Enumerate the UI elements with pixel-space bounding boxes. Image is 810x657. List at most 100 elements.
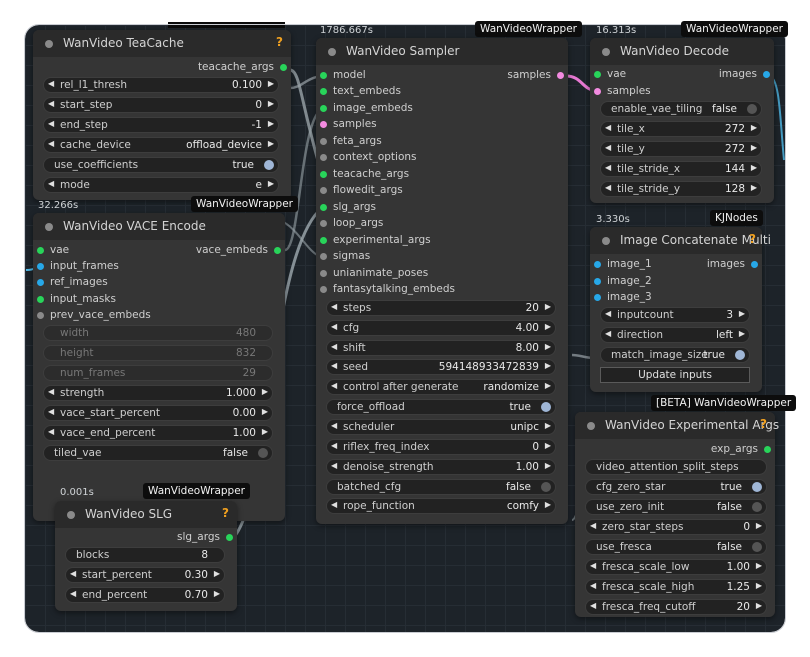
increment-icon[interactable]: ▶	[267, 79, 274, 88]
input-slot-feta-args[interactable]: feta_args	[316, 134, 568, 150]
decrement-icon[interactable]: ◀	[48, 119, 55, 128]
input-slot-icon[interactable]	[594, 71, 601, 78]
experimental-args-node[interactable]: WanVideo Experimental Args ? exp_args vi…	[575, 412, 779, 617]
decrement-icon[interactable]: ◀	[48, 427, 55, 436]
output-slot-icon[interactable]	[557, 72, 564, 79]
output-slot-icon[interactable]	[751, 261, 758, 268]
input-slot-icon[interactable]	[320, 72, 327, 79]
node-header[interactable]: WanVideo SLG ?	[55, 501, 237, 528]
input-slot-experimental-args[interactable]: experimental_args	[316, 233, 568, 249]
end-step-widget[interactable]: ◀ end_step -1 ▶	[43, 117, 279, 133]
input-slot-slg-args[interactable]: slg_args	[316, 200, 568, 216]
input-slot-fantasytalking-embeds[interactable]: fantasytalking_embeds	[316, 282, 568, 298]
decrement-icon[interactable]: ◀	[48, 387, 55, 396]
input-slot-icon[interactable]	[37, 296, 44, 303]
increment-icon[interactable]: ▶	[544, 500, 551, 509]
decrement-icon[interactable]: ◀	[590, 561, 597, 570]
increment-icon[interactable]: ▶	[755, 581, 762, 590]
node-header[interactable]: WanVideo Sampler	[316, 38, 568, 65]
start-step-widget[interactable]: ◀ start_step 0 ▶	[43, 97, 279, 113]
increment-icon[interactable]: ▶	[544, 421, 551, 430]
output-slot-row[interactable]: teacache_args	[33, 60, 291, 76]
increment-icon[interactable]: ▶	[755, 561, 762, 570]
decrement-icon[interactable]: ◀	[331, 361, 338, 370]
increment-icon[interactable]: ▶	[213, 589, 220, 598]
input-slot-input-masks[interactable]: input_masks	[33, 292, 285, 308]
decrement-icon[interactable]: ◀	[48, 139, 55, 148]
tile-stride-y-widget[interactable]: ◀ tile_stride_y 128 ▶	[600, 181, 762, 197]
decrement-icon[interactable]: ◀	[48, 407, 55, 416]
decrement-icon[interactable]: ◀	[48, 179, 55, 188]
input-slot-icon[interactable]	[320, 88, 327, 95]
increment-icon[interactable]: ▶	[738, 309, 745, 318]
cache-device-widget[interactable]: ◀ cache_device offload_device ▶	[43, 137, 279, 153]
input-slot-vae[interactable]: vae vace_embeds	[33, 243, 285, 259]
input-slot-icon[interactable]	[37, 279, 44, 286]
increment-icon[interactable]: ▶	[738, 329, 745, 338]
tile-stride-x-widget[interactable]: ◀ tile_stride_x 144 ▶	[600, 161, 762, 177]
increment-icon[interactable]: ▶	[261, 407, 268, 416]
decrement-icon[interactable]: ◀	[331, 461, 338, 470]
increment-icon[interactable]: ▶	[750, 183, 757, 192]
decrement-icon[interactable]: ◀	[70, 589, 77, 598]
input-slot-icon[interactable]	[320, 286, 327, 293]
vace-end-percent-widget[interactable]: ◀ vace_end_percent 1.00 ▶	[43, 425, 273, 441]
control-after-generate-widget[interactable]: ◀ control after generate randomize ▶	[326, 379, 556, 395]
fresca-freq-cutoff-widget[interactable]: ◀ fresca_freq_cutoff 20 ▶	[585, 599, 767, 615]
decrement-icon[interactable]: ◀	[590, 601, 597, 610]
decrement-icon[interactable]: ◀	[331, 322, 338, 331]
decrement-icon[interactable]: ◀	[331, 500, 338, 509]
strength-widget[interactable]: ◀ strength 1.000 ▶	[43, 385, 273, 401]
slg-node[interactable]: WanVideo SLG ? slg_args blocks 8 ◀ start…	[55, 501, 237, 611]
input-slot-icon[interactable]	[320, 270, 327, 277]
input-slot-vae[interactable]: vae images	[590, 67, 774, 83]
node-header[interactable]: Image Concatenate Multi ?	[590, 227, 771, 254]
input-slot-samples[interactable]: samples	[316, 117, 568, 133]
cfg-zero-star-toggle[interactable]: cfg_zero_star true	[585, 479, 767, 495]
input-slot-icon[interactable]	[320, 253, 327, 260]
input-slot-icon[interactable]	[37, 312, 44, 319]
output-slot-icon[interactable]	[763, 71, 770, 78]
output-slot-icon[interactable]	[274, 247, 281, 254]
increment-icon[interactable]: ▶	[267, 179, 274, 188]
increment-icon[interactable]: ▶	[755, 521, 762, 530]
input-slot-icon[interactable]	[320, 138, 327, 145]
inputcount-widget[interactable]: ◀ inputcount 3 ▶	[600, 307, 750, 323]
match-image-size-toggle[interactable]: match_image_size true	[600, 347, 750, 363]
decrement-icon[interactable]: ◀	[331, 381, 338, 390]
input-slot-icon[interactable]	[594, 278, 601, 285]
node-header[interactable]: WanVideo Experimental Args ?	[575, 412, 779, 439]
tile-x-widget[interactable]: ◀ tile_x 272 ▶	[600, 121, 762, 137]
output-slot-row[interactable]: exp_args	[575, 442, 775, 458]
scheduler-widget[interactable]: ◀ scheduler unipc ▶	[326, 419, 556, 435]
help-icon[interactable]: ?	[749, 232, 756, 246]
decrement-icon[interactable]: ◀	[331, 441, 338, 450]
decrement-icon[interactable]: ◀	[48, 99, 55, 108]
input-slot-teacache-args[interactable]: teacache_args	[316, 167, 568, 183]
input-slot-image-1[interactable]: image_1 images	[590, 257, 762, 273]
decrement-icon[interactable]: ◀	[605, 183, 612, 192]
decrement-icon[interactable]: ◀	[605, 163, 612, 172]
output-slot-icon[interactable]	[226, 534, 233, 541]
vace-encode-node[interactable]: WanVideo VACE Encode vae vace_embeds inp…	[33, 213, 285, 521]
input-slot-icon[interactable]	[594, 294, 601, 301]
help-icon[interactable]: ?	[222, 506, 229, 520]
shift-widget[interactable]: ◀ shift 8.00 ▶	[326, 340, 556, 356]
decrement-icon[interactable]: ◀	[70, 569, 77, 578]
cfg-widget[interactable]: ◀ cfg 4.00 ▶	[326, 320, 556, 336]
node-header[interactable]: WanVideo VACE Encode	[33, 213, 285, 240]
zero-star-steps-widget[interactable]: ◀ zero_star_steps 0 ▶	[585, 519, 767, 535]
input-slot-unianimate-poses[interactable]: unianimate_poses	[316, 266, 568, 282]
collapse-dot-icon[interactable]	[67, 511, 75, 519]
input-slot-text-embeds[interactable]: text_embeds	[316, 84, 568, 100]
increment-icon[interactable]: ▶	[261, 427, 268, 436]
output-slot-icon[interactable]	[280, 64, 287, 71]
decrement-icon[interactable]: ◀	[605, 143, 612, 152]
use-fresca-toggle[interactable]: use_fresca false	[585, 539, 767, 555]
vace-start-percent-widget[interactable]: ◀ vace_start_percent 0.00 ▶	[43, 405, 273, 421]
riflex-freq-index-widget[interactable]: ◀ riflex_freq_index 0 ▶	[326, 439, 556, 455]
use-coefficients-toggle[interactable]: use_coefficients true	[43, 157, 279, 173]
rel-l1-thresh-widget[interactable]: ◀ rel_l1_thresh 0.100 ▶	[43, 77, 279, 93]
increment-icon[interactable]: ▶	[261, 387, 268, 396]
input-slot-icon[interactable]	[320, 121, 327, 128]
